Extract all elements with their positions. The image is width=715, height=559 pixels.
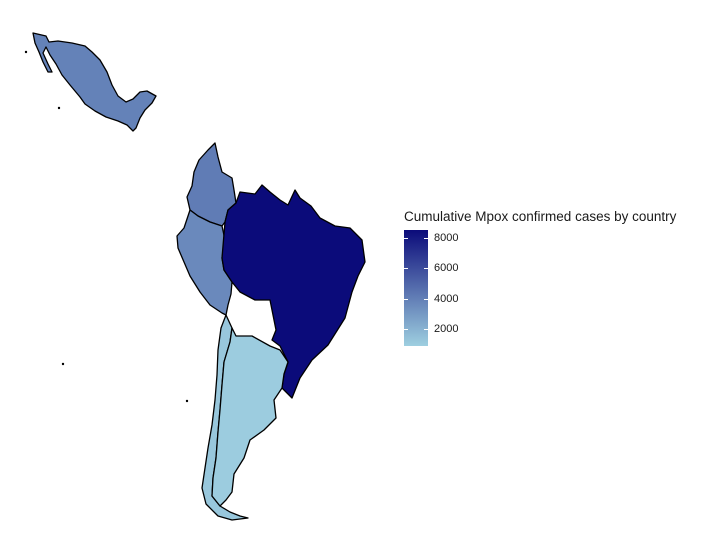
legend-tick-mark <box>424 268 428 269</box>
island-dot <box>24 50 28 54</box>
legend-tick-mark <box>404 238 408 239</box>
legend-tick-mark <box>404 329 408 330</box>
legend-tick-label: 6000 <box>434 262 459 274</box>
legend-tick-label: 2000 <box>434 323 459 335</box>
legend-tick-mark <box>424 238 428 239</box>
country-peru[interactable] <box>176 209 233 316</box>
legend-tick-mark <box>404 268 408 269</box>
country-mexico[interactable] <box>32 32 157 132</box>
legend-tick-label: 8000 <box>434 232 459 244</box>
legend-tick-mark <box>424 299 428 300</box>
legend-tick-label: 4000 <box>434 293 459 305</box>
island-dot <box>57 106 61 110</box>
country-argentina[interactable] <box>211 327 289 507</box>
country-brazil[interactable] <box>221 184 366 399</box>
legend-tick-mark <box>404 299 408 300</box>
island-dot <box>61 362 65 366</box>
island-dot <box>185 399 189 403</box>
legend-title: Cumulative Mpox confirmed cases by count… <box>404 209 677 224</box>
legend-tick-mark <box>424 329 428 330</box>
legend-colorbar <box>404 230 428 346</box>
